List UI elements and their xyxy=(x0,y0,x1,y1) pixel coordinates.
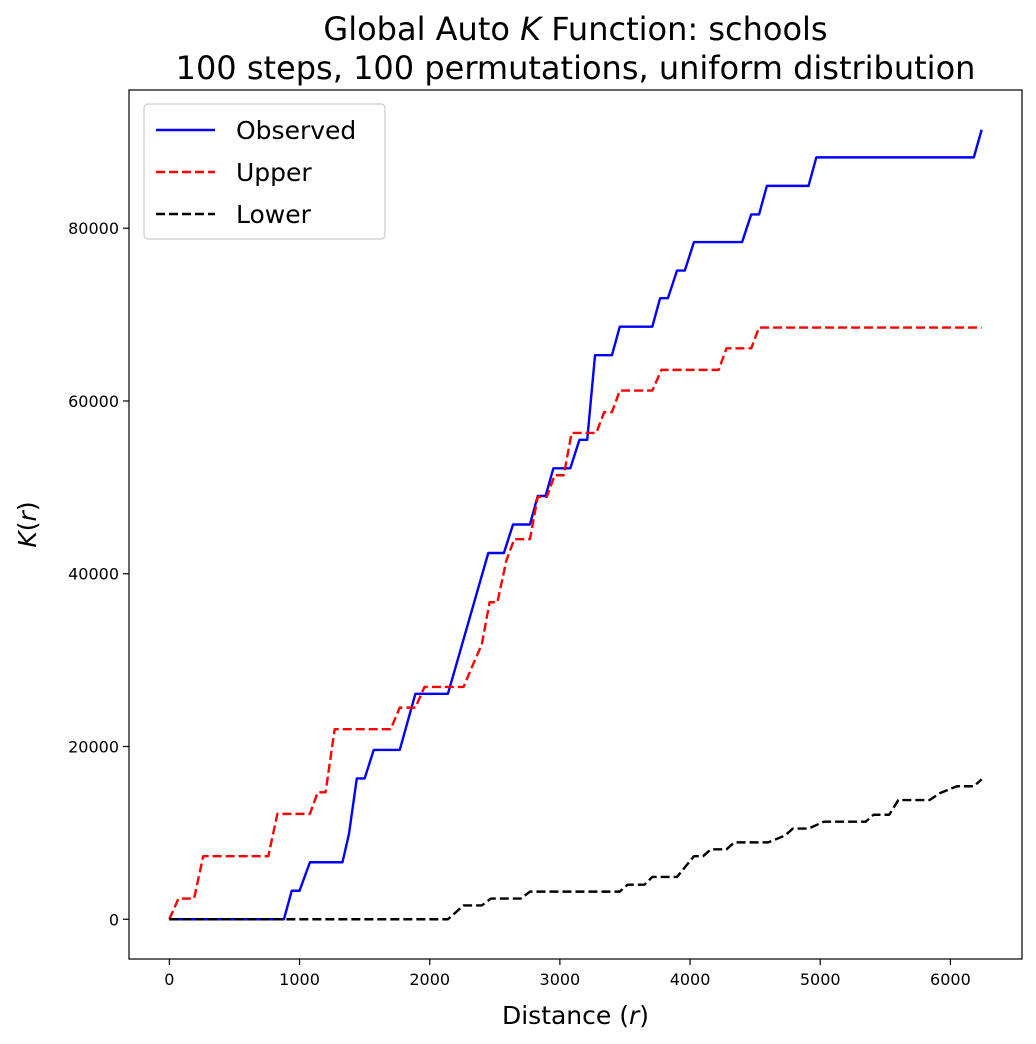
y-axis: 0 20000 40000 60000 80000 xyxy=(68,219,129,929)
legend-label-observed: Observed xyxy=(236,116,356,145)
y-tick-label: 20000 xyxy=(68,738,119,757)
x-tick-label: 0 xyxy=(164,970,174,989)
legend-label-lower: Lower xyxy=(236,200,312,229)
y-axis-label: K(r) xyxy=(13,501,42,547)
title-line: 100 steps, 100 permutations, uniform dis… xyxy=(176,49,976,87)
y-tick-label: 60000 xyxy=(68,392,119,411)
x-tick-label: 3000 xyxy=(540,970,581,989)
series-line-observed xyxy=(169,129,983,921)
legend: Observed Upper Lower xyxy=(143,103,386,240)
x-tick-label: 1000 xyxy=(279,970,320,989)
x-tick-label: 4000 xyxy=(670,970,711,989)
y-tick-label: 40000 xyxy=(68,565,119,584)
axes-frame xyxy=(128,89,1023,960)
x-tick-label: 5000 xyxy=(800,970,841,989)
series-group xyxy=(168,129,983,921)
y-axis-title: K(r) xyxy=(13,501,42,547)
x-axis-label: Distance (r) xyxy=(502,1001,649,1030)
legend-label-upper: Upper xyxy=(236,158,312,187)
y-tick-label: 80000 xyxy=(68,219,119,238)
x-axis: 0 1000 2000 3000 4000 5000 6000 xyxy=(164,959,971,989)
x-tick-label: 2000 xyxy=(409,970,450,989)
series-line-upper xyxy=(168,326,982,920)
y-tick-label: 0 xyxy=(109,910,119,929)
x-axis-title: Distance (r) xyxy=(502,1001,649,1030)
legend-box xyxy=(143,103,386,240)
plot-area: 0 1000 2000 3000 4000 5000 6000 0 20000 40000 600… xyxy=(68,89,1023,989)
x-tick-label: 6000 xyxy=(930,970,971,989)
series-line-lower xyxy=(169,778,983,921)
title-line: Global Auto K Function: schools xyxy=(323,10,827,48)
